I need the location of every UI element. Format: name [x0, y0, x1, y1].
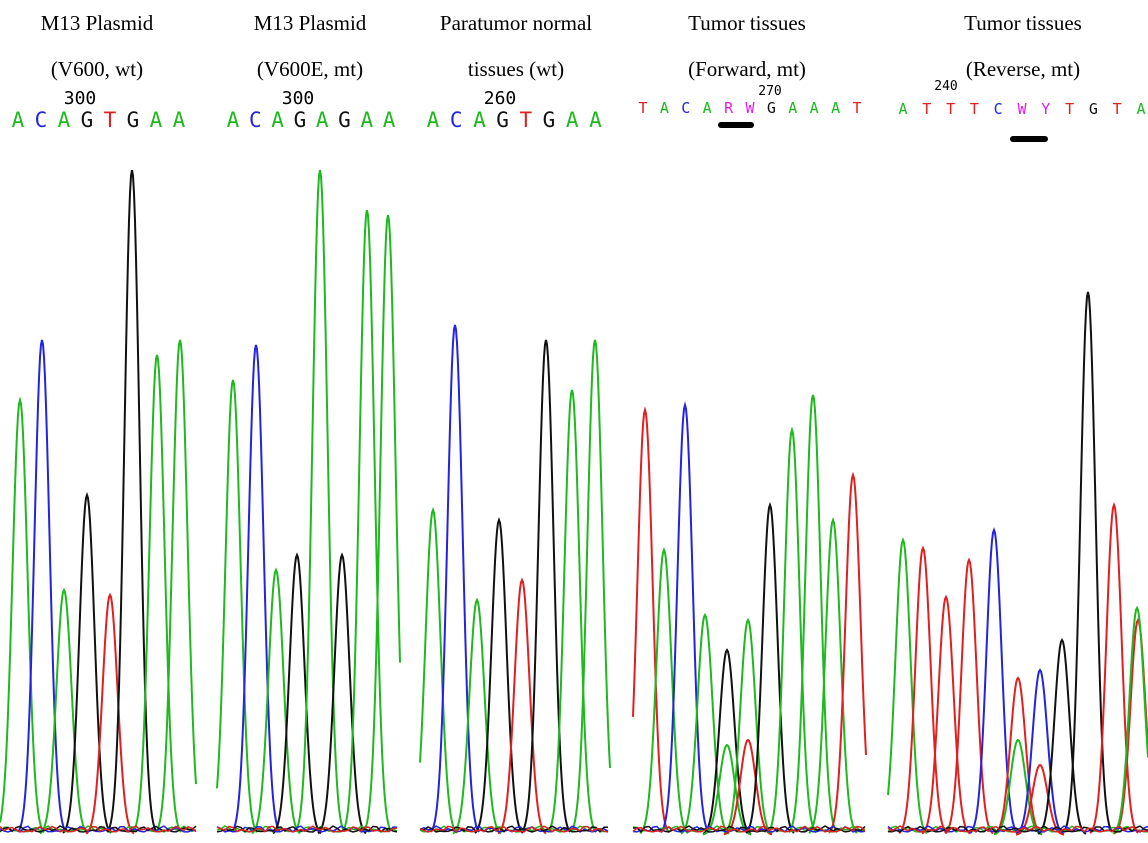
base-call: T	[1113, 100, 1122, 118]
base-call: T	[519, 108, 532, 132]
base-call: A	[316, 108, 329, 132]
base-call: T	[922, 100, 931, 118]
panel-title: (V600, wt)	[51, 57, 143, 81]
panel-title: M13 Plasmid	[254, 11, 367, 35]
base-call: A	[427, 108, 440, 132]
base-call: A	[227, 108, 240, 132]
base-call: A	[660, 99, 669, 117]
base-call: G	[81, 108, 94, 132]
panel-title: (V600E, mt)	[257, 57, 363, 81]
base-call: G	[1089, 100, 1098, 118]
panel-title: (Reverse, mt)	[966, 57, 1080, 81]
base-call: T	[946, 100, 955, 118]
base-call: Y	[1041, 100, 1050, 118]
base-call: A	[360, 108, 373, 132]
figure: M13 Plasmid(V600, wt)300ACAGTGAAM13 Plas…	[0, 0, 1148, 843]
mutation-underline	[718, 122, 754, 128]
base-call: T	[638, 99, 647, 117]
base-call: R	[724, 99, 734, 117]
base-position: 300	[282, 88, 315, 109]
base-call: G	[294, 108, 307, 132]
base-call: G	[767, 99, 776, 117]
base-call: A	[150, 108, 163, 132]
base-call: A	[271, 108, 284, 132]
base-call: A	[831, 99, 840, 117]
panel-title: tissues (wt)	[468, 57, 564, 81]
base-call: A	[788, 99, 797, 117]
base-call: C	[681, 99, 690, 117]
base-call: A	[566, 108, 579, 132]
base-call: A	[589, 108, 602, 132]
base-call: W	[1017, 100, 1027, 118]
base-call: W	[745, 99, 755, 117]
base-call: A	[810, 99, 819, 117]
panel-title: Tumor tissues	[964, 11, 1082, 35]
base-call: A	[58, 108, 71, 132]
base-call: T	[1065, 100, 1074, 118]
base-call: A	[898, 100, 907, 118]
base-call: C	[450, 108, 463, 132]
panel-title: M13 Plasmid	[41, 11, 154, 35]
base-call: C	[35, 108, 48, 132]
base-call: A	[1136, 100, 1145, 118]
base-call: T	[104, 108, 117, 132]
base-position: 240	[934, 79, 957, 94]
base-position: 260	[484, 88, 517, 109]
panel-title: Paratumor normal	[440, 11, 592, 35]
base-position: 300	[64, 88, 97, 109]
mutation-underline	[1010, 136, 1048, 142]
base-call: A	[703, 99, 712, 117]
panel-title: (Forward, mt)	[688, 57, 806, 81]
base-call: A	[173, 108, 186, 132]
base-call: C	[994, 100, 1003, 118]
base-call: G	[543, 108, 556, 132]
base-call: T	[970, 100, 979, 118]
base-call: G	[127, 108, 140, 132]
base-call: G	[496, 108, 509, 132]
base-call: C	[249, 108, 262, 132]
base-call: A	[383, 108, 396, 132]
base-position: 270	[758, 84, 781, 99]
base-call: A	[12, 108, 25, 132]
panel-title: Tumor tissues	[688, 11, 806, 35]
base-call: G	[338, 108, 351, 132]
base-call: T	[852, 99, 861, 117]
base-call: A	[473, 108, 486, 132]
